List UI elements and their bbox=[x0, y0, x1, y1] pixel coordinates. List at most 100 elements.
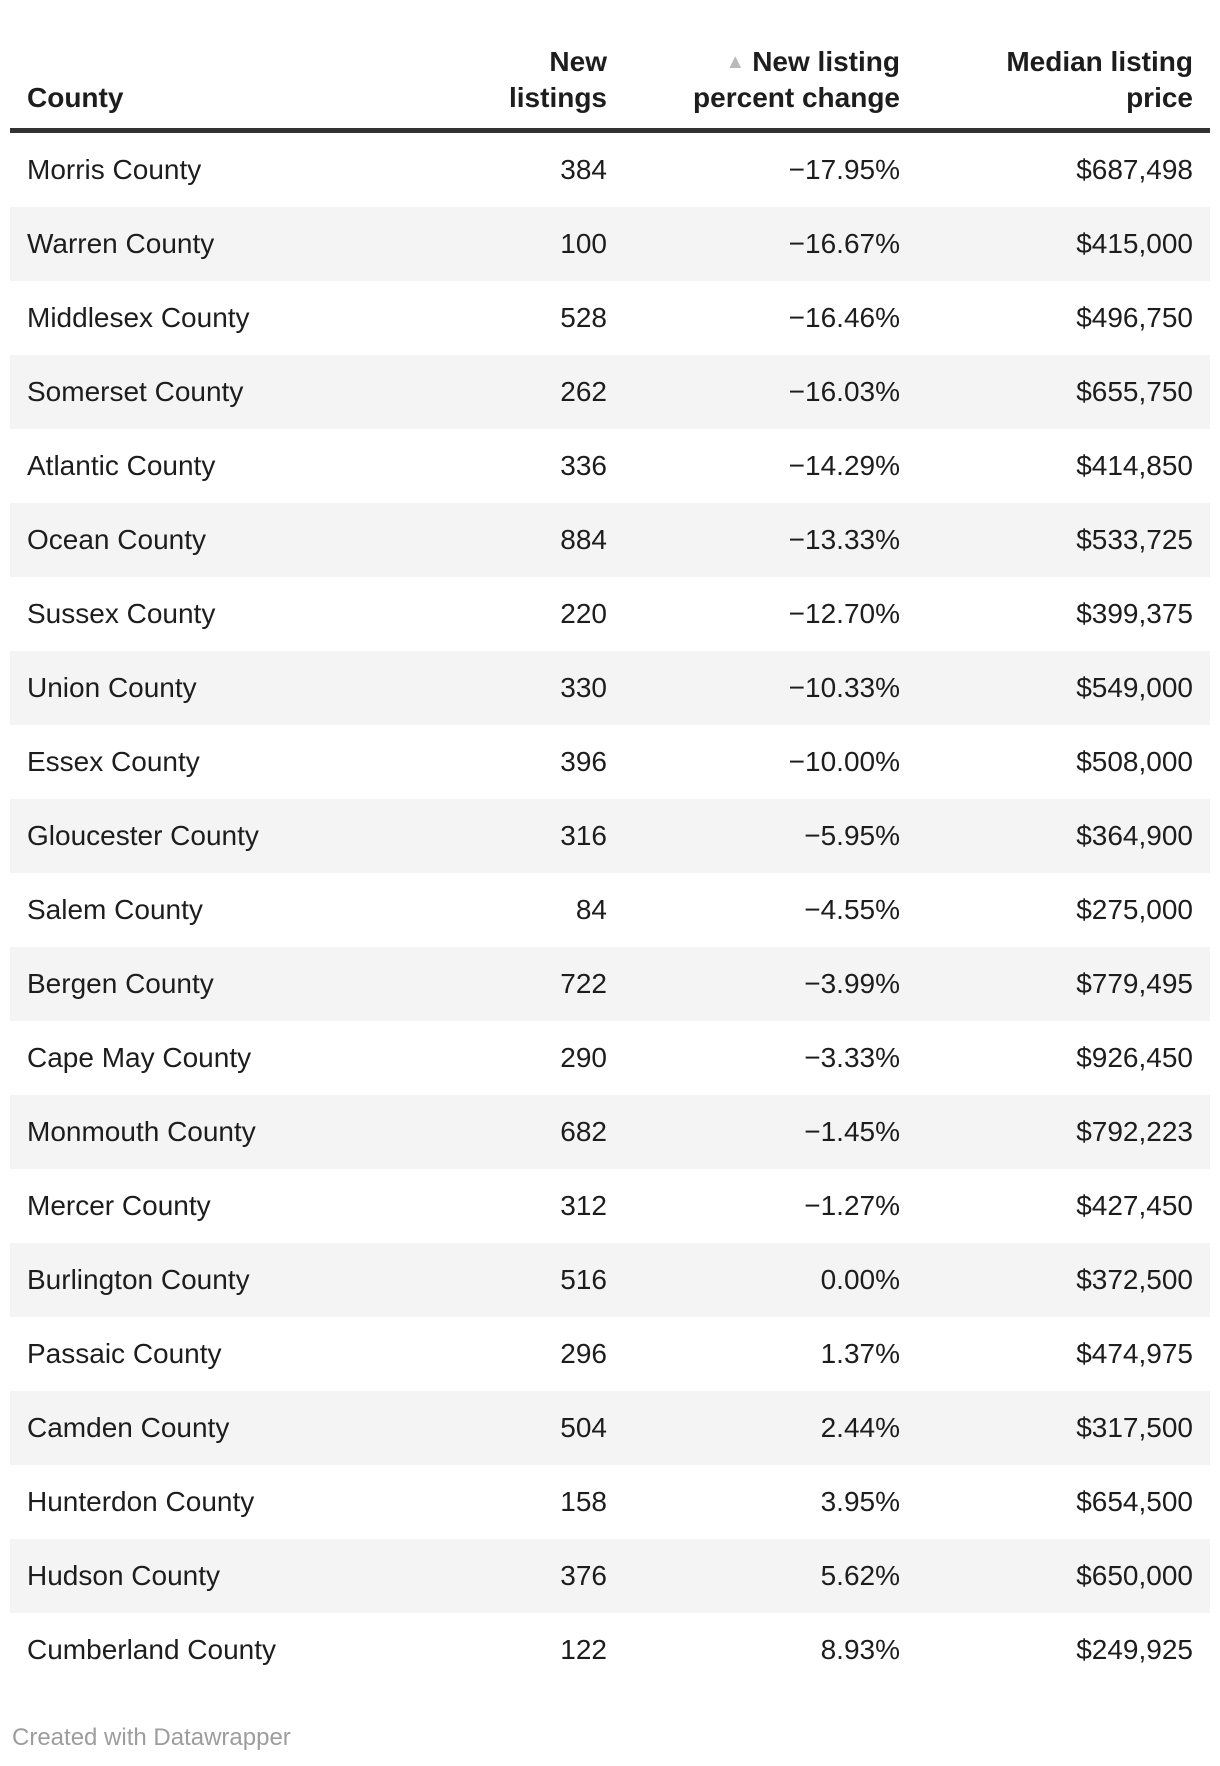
county-cell: Atlantic County bbox=[27, 450, 216, 481]
percent-change-label-line1: New listing bbox=[752, 46, 900, 77]
percent-change-cell: −3.99% bbox=[804, 968, 900, 999]
percent-change-cell: 0.00% bbox=[820, 1264, 900, 1295]
column-header-new-listings[interactable]: New listings bbox=[508, 46, 607, 113]
median-price-cell: $414,850 bbox=[1076, 450, 1193, 481]
county-cell: Ocean County bbox=[27, 524, 206, 555]
new-listings-cell: 312 bbox=[560, 1190, 607, 1221]
column-header-county[interactable]: County bbox=[27, 82, 124, 113]
sort-ascending-icon: ▲ bbox=[725, 51, 746, 73]
median-price-cell: $399,375 bbox=[1076, 598, 1193, 629]
column-header-percent-change[interactable]: ▲ New listing percent change bbox=[624, 0, 917, 131]
percent-change-cell: −10.33% bbox=[788, 672, 900, 703]
percent-change-cell: 1.37% bbox=[820, 1338, 900, 1369]
county-cell: Salem County bbox=[27, 894, 203, 925]
new-listings-cell: 330 bbox=[560, 672, 607, 703]
county-cell: Morris County bbox=[27, 154, 202, 185]
county-cell: Cumberland County bbox=[27, 1634, 277, 1665]
county-cell: Cape May County bbox=[27, 1042, 252, 1073]
new-listings-cell: 884 bbox=[560, 524, 607, 555]
median-price-cell: $655,750 bbox=[1076, 376, 1193, 407]
percent-change-cell: −16.67% bbox=[788, 228, 900, 259]
table-row: Union County 330 −10.33% $549,000 bbox=[10, 651, 1210, 725]
table-header: County New listings ▲ New listing percent… bbox=[10, 0, 1210, 131]
new-listings-cell: 290 bbox=[560, 1042, 607, 1073]
table-row: Morris County 384 −17.95% $687,498 bbox=[10, 131, 1210, 208]
median-price-cell: $496,750 bbox=[1076, 302, 1193, 333]
table-row: Essex County 396 −10.00% $508,000 bbox=[10, 725, 1210, 799]
table-container: County New listings ▲ New listing percent… bbox=[10, 0, 1210, 1687]
table-row: Gloucester County 316 −5.95% $364,900 bbox=[10, 799, 1210, 873]
median-price-cell: $275,000 bbox=[1076, 894, 1193, 925]
percent-change-cell: −4.55% bbox=[804, 894, 900, 925]
percent-change-cell: −1.27% bbox=[804, 1190, 900, 1221]
new-listings-cell: 122 bbox=[560, 1634, 607, 1665]
percent-change-cell: 5.62% bbox=[820, 1560, 900, 1591]
county-cell: Passaic County bbox=[27, 1338, 222, 1369]
county-cell: Essex County bbox=[27, 746, 200, 777]
table-row: Sussex County 220 −12.70% $399,375 bbox=[10, 577, 1210, 651]
new-listings-cell: 376 bbox=[560, 1560, 607, 1591]
footer: Created with Datawrapper bbox=[12, 1723, 1220, 1753]
new-listings-cell: 722 bbox=[560, 968, 607, 999]
median-price-cell: $427,450 bbox=[1076, 1190, 1193, 1221]
table-row: Camden County 504 2.44% $317,500 bbox=[10, 1391, 1210, 1465]
percent-change-cell: 8.93% bbox=[820, 1634, 900, 1665]
median-price-cell: $650,000 bbox=[1076, 1560, 1193, 1591]
table-row: Atlantic County 336 −14.29% $414,850 bbox=[10, 429, 1210, 503]
median-price-cell: $474,975 bbox=[1076, 1338, 1193, 1369]
county-cell: Burlington County bbox=[27, 1264, 250, 1295]
table-row: Hunterdon County 158 3.95% $654,500 bbox=[10, 1465, 1210, 1539]
new-listings-cell: 100 bbox=[560, 228, 607, 259]
percent-change-cell: −10.00% bbox=[788, 746, 900, 777]
new-listings-cell: 336 bbox=[560, 450, 607, 481]
table-row: Warren County 100 −16.67% $415,000 bbox=[10, 207, 1210, 281]
median-price-cell: $508,000 bbox=[1076, 746, 1193, 777]
percent-change-cell: −13.33% bbox=[788, 524, 900, 555]
new-listings-cell: 158 bbox=[560, 1486, 607, 1517]
median-price-cell: $654,500 bbox=[1076, 1486, 1193, 1517]
table-row: Cumberland County 122 8.93% $249,925 bbox=[10, 1613, 1210, 1687]
county-cell: Camden County bbox=[27, 1412, 230, 1443]
percent-change-cell: −16.03% bbox=[788, 376, 900, 407]
new-listings-cell: 682 bbox=[560, 1116, 607, 1147]
table-row: Monmouth County 682 −1.45% $792,223 bbox=[10, 1095, 1210, 1169]
county-cell: Union County bbox=[27, 672, 197, 703]
median-price-cell: $372,500 bbox=[1076, 1264, 1193, 1295]
new-listings-cell: 396 bbox=[560, 746, 607, 777]
new-listings-cell: 316 bbox=[560, 820, 607, 851]
median-price-label-line2: price bbox=[1126, 82, 1193, 113]
percent-change-cell: 2.44% bbox=[820, 1412, 900, 1443]
table-row: Somerset County 262 −16.03% $655,750 bbox=[10, 355, 1210, 429]
new-listings-cell: 504 bbox=[560, 1412, 607, 1443]
percent-change-cell: −1.45% bbox=[804, 1116, 900, 1147]
median-price-cell: $249,925 bbox=[1076, 1634, 1193, 1665]
percent-change-label-line2: percent change bbox=[693, 82, 900, 113]
table-row: Salem County 84 −4.55% $275,000 bbox=[10, 873, 1210, 947]
new-listings-cell: 516 bbox=[560, 1264, 607, 1295]
median-price-label-line1: Median listing bbox=[1006, 46, 1193, 77]
county-cell: Middlesex County bbox=[27, 302, 250, 333]
median-price-cell: $792,223 bbox=[1076, 1116, 1193, 1147]
new-listings-cell: 296 bbox=[560, 1338, 607, 1369]
table-row: Passaic County 296 1.37% $474,975 bbox=[10, 1317, 1210, 1391]
new-listings-cell: 384 bbox=[560, 154, 607, 185]
table-body: Morris County 384 −17.95% $687,498 Warren Co… bbox=[10, 131, 1210, 1688]
table-row: Hudson County 376 5.62% $650,000 bbox=[10, 1539, 1210, 1613]
column-header-median-price[interactable]: Median listing price bbox=[917, 0, 1210, 131]
county-cell: Sussex County bbox=[27, 598, 216, 629]
new-listings-cell: 220 bbox=[560, 598, 607, 629]
new-listings-cell: 528 bbox=[560, 302, 607, 333]
datawrapper-credit-link[interactable]: Created with Datawrapper bbox=[12, 1724, 291, 1751]
new-listings-cell: 262 bbox=[560, 376, 607, 407]
county-cell: Hudson County bbox=[27, 1560, 221, 1591]
percent-change-cell: −16.46% bbox=[788, 302, 900, 333]
median-price-cell: $687,498 bbox=[1076, 154, 1193, 185]
listings-table: County New listings ▲ New listing percent… bbox=[10, 0, 1210, 1687]
median-price-cell: $415,000 bbox=[1076, 228, 1193, 259]
percent-change-cell: −12.70% bbox=[788, 598, 900, 629]
county-cell: Monmouth County bbox=[27, 1116, 256, 1147]
percent-change-cell: −17.95% bbox=[788, 154, 900, 185]
median-price-cell: $364,900 bbox=[1076, 820, 1193, 851]
new-listings-cell: 84 bbox=[575, 894, 607, 925]
median-price-cell: $779,495 bbox=[1076, 968, 1193, 999]
